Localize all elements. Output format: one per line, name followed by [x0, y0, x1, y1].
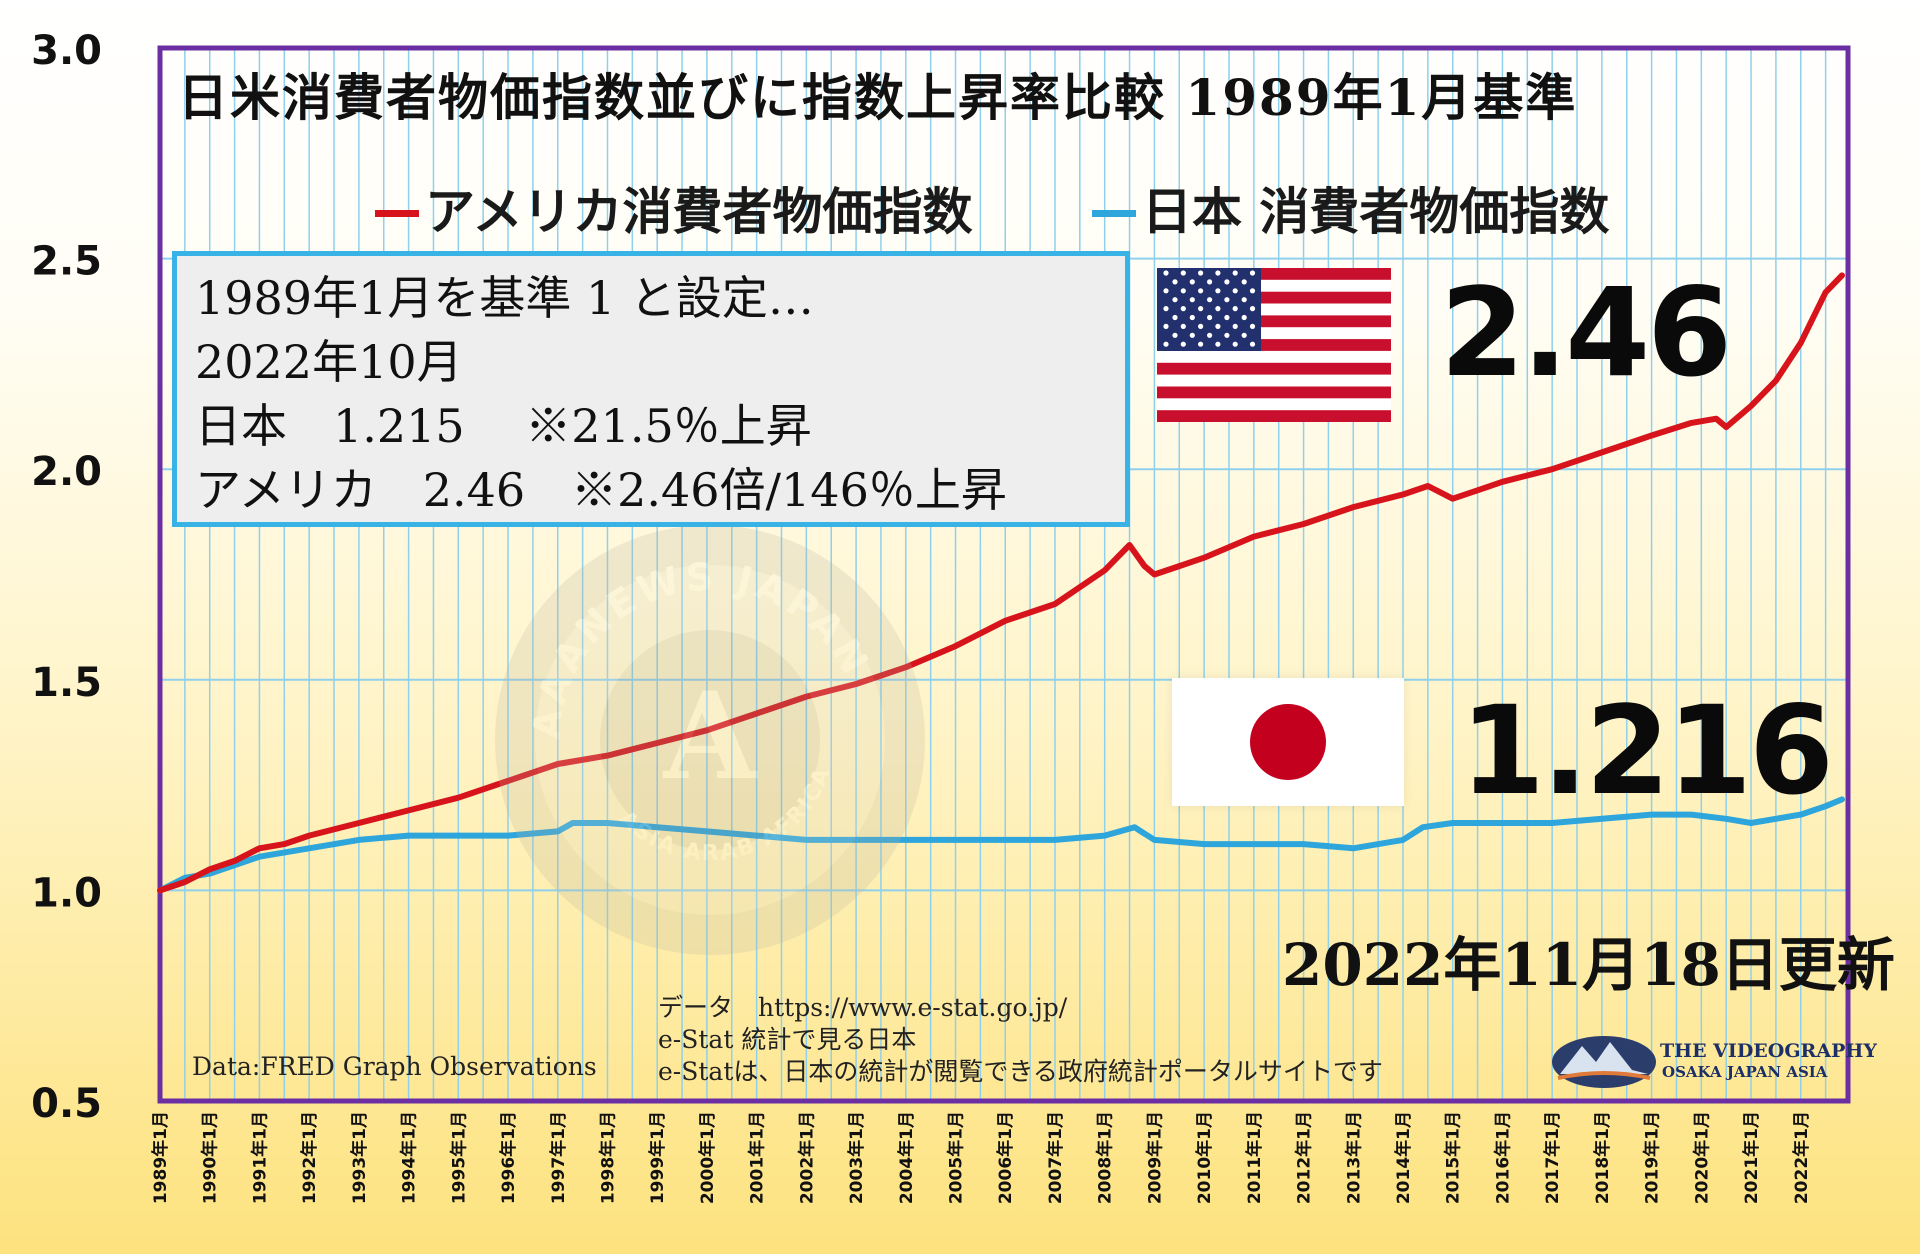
x-tick-label: 2020年1月	[1691, 1111, 1712, 1204]
series-lines	[157, 272, 1845, 894]
videography-logo	[1552, 1036, 1656, 1088]
x-tick-label: 2022年1月	[1791, 1111, 1812, 1204]
updated-date: 2022年11月18日更新	[1282, 931, 1895, 999]
x-tick-label: 2010年1月	[1194, 1111, 1215, 1204]
series-line-us	[157, 272, 1845, 894]
x-tick-label: 2009年1月	[1144, 1111, 1165, 1204]
info-line-2: 2022年10月	[195, 335, 463, 389]
x-tick-label: 1992年1月	[299, 1111, 320, 1204]
info-line-4: アメリカ 2.46 ※2.46倍/146％上昇	[195, 463, 1007, 517]
x-tick-label: 2011年1月	[1244, 1111, 1265, 1204]
x-tick-label: 2014年1月	[1393, 1111, 1414, 1204]
x-axis: 1989年1月 1990年1月 1991年1月 1992年1月 1993年1月 1994年…	[150, 1111, 1812, 1204]
info-line-1: 1989年1月を基準 1 と設定…	[195, 271, 814, 325]
gridlines	[160, 48, 1848, 1101]
y-tick-label: 2.0	[31, 449, 102, 495]
x-tick-label: 2013年1月	[1343, 1111, 1364, 1204]
x-tick-label: 1995年1月	[448, 1111, 469, 1204]
logo-line-1: THE VIDEOGRAPHY	[1660, 1040, 1877, 1062]
x-tick-label: 2015年1月	[1443, 1111, 1464, 1204]
x-tick-label: 1991年1月	[249, 1111, 270, 1204]
x-tick-label: 2000年1月	[697, 1111, 718, 1204]
info-box: 1989年1月を基準 1 と設定… 2022年10月 日本 1.215 ※21.…	[172, 251, 1130, 527]
svg-text:A: A	[662, 666, 758, 807]
source-fred: Data:FRED Graph Observations	[192, 1052, 597, 1081]
x-tick-label: 2012年1月	[1294, 1111, 1315, 1204]
series-line-jp	[157, 796, 1845, 894]
x-tick-label: 2002年1月	[796, 1111, 817, 1204]
watermark: AAANEWS JAPAN ASIA ARAB AFRICA A	[490, 520, 930, 960]
source-estat-url: データ https://www.e-stat.go.jp/	[658, 993, 1068, 1022]
logo-line-2: OSAKA JAPAN ASIA	[1662, 1063, 1828, 1081]
x-tick-label: 1996年1月	[498, 1111, 519, 1204]
x-tick-label: 1990年1月	[200, 1111, 221, 1204]
y-tick-label: 2.5	[31, 239, 102, 285]
chart-title: 日米消費者物価指数並びに指数上昇率比較 1989年1月基準	[178, 68, 1578, 127]
x-tick-label: 2008年1月	[1095, 1111, 1116, 1204]
us-flag-icon	[1157, 268, 1391, 422]
x-tick-label: 2019年1月	[1642, 1111, 1663, 1204]
x-tick-label: 2005年1月	[946, 1111, 967, 1204]
source-estat-name: e-Stat 統計で見る日本	[658, 1025, 917, 1054]
legend-label-us: アメリカ消費者物価指数	[425, 183, 973, 241]
x-tick-label: 2006年1月	[995, 1111, 1016, 1204]
legend-label-jp: 日本 消費者物価指数	[1142, 183, 1610, 241]
legend-swatch-jp	[1092, 210, 1136, 217]
x-tick-label: 1993年1月	[349, 1111, 370, 1204]
x-tick-label: 2017年1月	[1542, 1111, 1563, 1204]
x-tick-label: 2016年1月	[1492, 1111, 1513, 1204]
info-line-3: 日本 1.215 ※21.5％上昇	[195, 399, 812, 453]
source-estat-desc: e-Statは、日本の統計が閲覧できる政府統計ポータルサイトです	[658, 1057, 1383, 1086]
legend-item-jp: 日本 消費者物価指数	[1092, 172, 1609, 244]
legend-swatch-us	[375, 210, 419, 217]
plot-frame	[157, 45, 1851, 1104]
x-tick-label: 2021年1月	[1741, 1111, 1762, 1204]
us-value-label: 2.46	[1440, 262, 1732, 404]
x-tick-label: 1999年1月	[647, 1111, 668, 1204]
y-tick-label: 1.0	[31, 870, 102, 916]
y-tick-label: 0.5	[31, 1081, 102, 1127]
japan-flag-icon	[1172, 678, 1404, 806]
y-axis: 0.5 1.0 1.5 2.0 2.5 3.0	[31, 28, 102, 1127]
x-tick-label: 2001年1月	[747, 1111, 768, 1204]
y-tick-label: 3.0	[31, 28, 102, 74]
x-tick-label: 2018年1月	[1592, 1111, 1613, 1204]
x-tick-label: 2007年1月	[1045, 1111, 1066, 1204]
y-tick-label: 1.5	[31, 660, 102, 706]
x-tick-label: 1994年1月	[399, 1111, 420, 1204]
x-tick-label: 1997年1月	[548, 1111, 569, 1204]
jp-value-label: 1.216	[1460, 680, 1834, 822]
x-tick-label: 1989年1月	[150, 1111, 171, 1204]
legend-item-us: アメリカ消費者物価指数	[375, 172, 973, 244]
x-tick-label: 2003年1月	[846, 1111, 867, 1204]
x-tick-label: 2004年1月	[896, 1111, 917, 1204]
x-tick-label: 1998年1月	[597, 1111, 618, 1204]
